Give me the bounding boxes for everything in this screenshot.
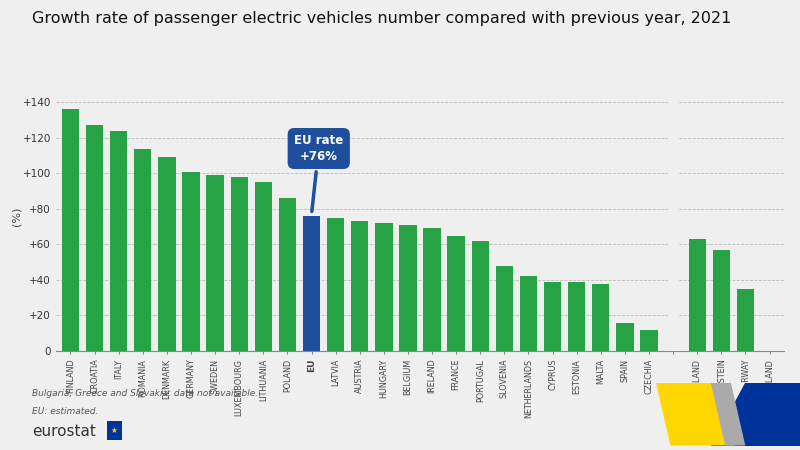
Bar — [423, 229, 441, 351]
Bar — [86, 126, 103, 351]
Bar — [640, 330, 658, 351]
Y-axis label: (%): (%) — [11, 206, 22, 226]
Bar — [520, 276, 537, 351]
Bar — [110, 131, 127, 351]
Bar — [689, 239, 706, 351]
Bar — [134, 148, 151, 351]
Text: EU: estimated.: EU: estimated. — [32, 407, 98, 416]
Bar — [62, 109, 79, 351]
Bar — [351, 221, 369, 351]
Bar — [496, 266, 513, 351]
Bar — [254, 182, 272, 351]
Text: Bulgaria, Greece and Slovakia: data not available.: Bulgaria, Greece and Slovakia: data not … — [32, 389, 258, 398]
Bar — [592, 284, 610, 351]
Bar — [327, 218, 344, 351]
Bar — [447, 235, 465, 351]
Polygon shape — [656, 382, 735, 446]
Bar — [544, 282, 562, 351]
Bar — [375, 223, 393, 351]
Text: ★: ★ — [111, 426, 118, 435]
Bar — [568, 282, 586, 351]
Text: Growth rate of passenger electric vehicles number compared with previous year, 2: Growth rate of passenger electric vehicl… — [32, 11, 731, 26]
Bar — [230, 177, 248, 351]
Bar — [471, 241, 489, 351]
Bar — [158, 158, 175, 351]
Bar — [616, 323, 634, 351]
Polygon shape — [710, 382, 800, 446]
Bar — [713, 250, 730, 351]
Text: EU rate
+76%: EU rate +76% — [294, 135, 343, 211]
Bar — [399, 225, 417, 351]
Polygon shape — [710, 382, 746, 446]
Bar — [737, 289, 754, 351]
Bar — [278, 198, 296, 351]
Text: eurostat: eurostat — [32, 424, 96, 439]
Bar — [182, 171, 200, 351]
Bar — [303, 216, 320, 351]
Bar — [206, 175, 224, 351]
